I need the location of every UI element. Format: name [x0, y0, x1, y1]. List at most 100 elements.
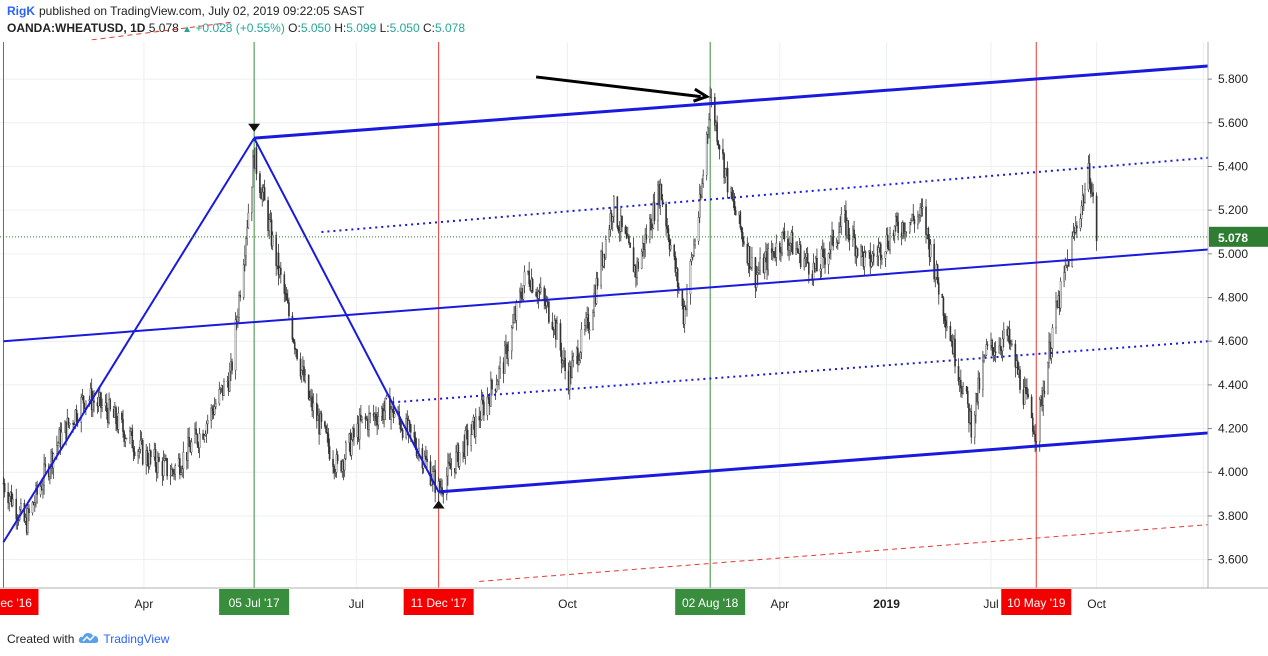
candle-body	[689, 261, 692, 295]
candle-body	[886, 234, 889, 247]
y-tick-label: 4.200	[1218, 422, 1248, 436]
candle-body	[131, 428, 134, 449]
candle-body	[808, 262, 810, 275]
y-tick-label: 4.000	[1218, 465, 1248, 479]
candle-body	[368, 413, 370, 430]
event-label: 11 Dec '17	[411, 596, 467, 610]
candle-body	[1008, 328, 1011, 345]
candle-body	[884, 251, 887, 259]
candle-body	[231, 361, 233, 371]
candle-body	[669, 245, 672, 250]
candle-body	[195, 428, 197, 435]
candle-body	[957, 365, 960, 382]
candle-body	[592, 312, 594, 330]
candle-body	[1059, 280, 1062, 309]
candle-body	[512, 321, 514, 328]
channel-line	[254, 64, 1209, 140]
candle-body	[716, 122, 718, 142]
candle-body	[148, 450, 151, 467]
candle-body	[897, 221, 899, 233]
candle-body	[578, 360, 580, 365]
candle-body	[660, 184, 663, 200]
candle-body	[693, 244, 695, 256]
dashed-trend-line	[479, 524, 1209, 582]
candle-body	[644, 234, 646, 251]
candle-body	[1033, 431, 1035, 435]
candle-body	[773, 251, 775, 257]
candle-body	[1088, 163, 1091, 184]
candle-body	[748, 246, 751, 270]
candle-body	[172, 469, 174, 472]
candle-body	[960, 379, 962, 389]
author-name[interactable]: RigK	[7, 4, 35, 18]
up-arrow-icon: ▲	[182, 24, 193, 35]
candle-body	[856, 248, 859, 257]
candle-body	[491, 379, 493, 390]
candle-body	[999, 345, 1002, 350]
candle-body	[668, 239, 671, 250]
candle-body	[537, 291, 540, 299]
candle-body	[483, 401, 485, 416]
candle-body	[1063, 272, 1065, 282]
candle-body	[364, 416, 367, 420]
y-tick-label: 4.400	[1218, 378, 1248, 392]
candle-body	[585, 317, 587, 326]
candle-body	[946, 325, 948, 328]
candle-body	[1067, 260, 1070, 267]
candle-body	[247, 212, 250, 229]
candle-body	[495, 384, 498, 392]
candle-body	[335, 454, 338, 473]
candle-body	[917, 216, 919, 225]
tradingview-brand[interactable]: TradingView	[103, 632, 170, 646]
candle-body	[629, 242, 631, 248]
candle-body	[595, 278, 598, 304]
candle-body	[42, 485, 44, 490]
candle-body	[975, 393, 977, 416]
candle-body	[1002, 329, 1005, 340]
symbol-info: OANDA:WHEATUSD, 1D 5.078 ▲ +0.028 (+0.55…	[7, 21, 465, 35]
candle-body	[125, 437, 128, 440]
channel-line	[3, 248, 1209, 343]
candle-body	[636, 261, 638, 278]
candle-body	[474, 416, 477, 437]
candle-body	[741, 232, 744, 242]
candle-body	[251, 186, 253, 214]
candle-body	[300, 370, 303, 377]
candle-body	[218, 389, 221, 404]
candle-body	[903, 222, 905, 235]
candle-body	[292, 339, 295, 343]
candle-body	[255, 147, 258, 174]
candle-body	[739, 211, 742, 228]
candle-body	[616, 196, 619, 228]
candle-body	[824, 257, 826, 265]
candle-body	[343, 458, 346, 471]
candle-body	[726, 168, 729, 193]
candle-body	[949, 325, 952, 342]
candle-body	[490, 379, 492, 407]
candle-body	[564, 357, 566, 372]
arrow-head-icon	[692, 87, 711, 103]
candle-body	[820, 248, 823, 270]
candle-body	[426, 458, 428, 462]
candle-body	[698, 193, 701, 218]
candle-body	[213, 406, 216, 415]
candle-body	[237, 316, 239, 322]
candle-body	[480, 399, 483, 420]
candle-body	[579, 352, 582, 361]
candle-body	[676, 268, 679, 288]
candle-body	[34, 502, 36, 505]
candle-body	[936, 264, 939, 283]
x-tick-label: Apr	[135, 597, 154, 611]
candle-body	[312, 402, 315, 411]
candle-body	[986, 344, 989, 346]
event-label-bg	[675, 589, 746, 615]
candle-body	[384, 398, 387, 412]
candle-body	[651, 228, 653, 231]
candle-body	[97, 396, 100, 407]
candle-body	[686, 293, 688, 310]
candle-body	[1047, 362, 1049, 395]
candle-body	[982, 360, 984, 390]
candle-body	[430, 481, 433, 486]
y-tick-label: 3.800	[1218, 509, 1248, 523]
